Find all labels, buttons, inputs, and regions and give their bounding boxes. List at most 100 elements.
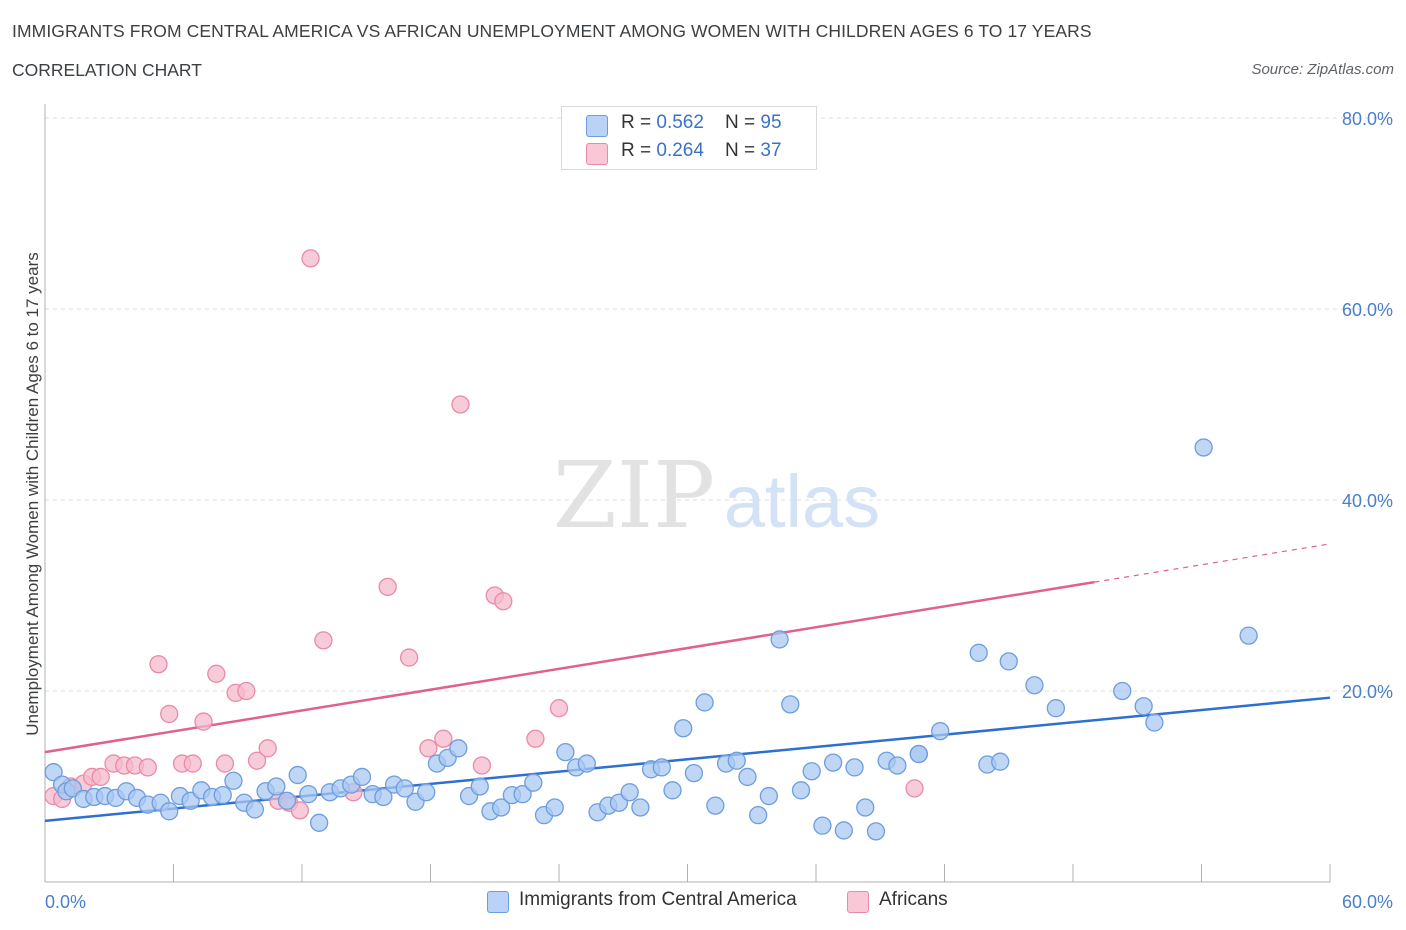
central-america-point (267, 777, 286, 796)
central-america-point (524, 773, 543, 792)
tick-labels: 20.0% 40.0% 60.0% 80.0% 0.0% 60.0% (45, 109, 1393, 912)
chart-subtitle: CORRELATION CHART (12, 60, 202, 80)
central-america-point (620, 783, 639, 802)
africans-point (494, 592, 513, 611)
africans-point (215, 754, 235, 773)
africans-point (91, 767, 110, 787)
chart-title: IMMIGRANTS FROM CENTRAL AMERICA VS AFRIC… (12, 21, 1092, 41)
central-america-point (845, 758, 864, 777)
central-america-point (888, 756, 907, 775)
central-america-point (245, 800, 265, 819)
central-america-point (556, 742, 575, 762)
africans-point (160, 704, 179, 724)
central-america-point (577, 754, 596, 773)
africans-point (247, 751, 267, 770)
x-tick-label-left: 0.0% (45, 892, 86, 912)
watermark-atlas: atlas (724, 460, 880, 543)
legend-stats: R = 0.562 N = 95 (621, 112, 782, 134)
central-america-point (299, 784, 318, 804)
central-america-point (770, 630, 789, 649)
central-america-point (277, 791, 297, 810)
africans-point (207, 664, 226, 683)
blue-swatch (586, 115, 608, 137)
central-america-point (213, 785, 232, 805)
central-america-point (1046, 699, 1066, 718)
africans-point (549, 699, 569, 718)
correlation-legend: R = 0.562 N = 95 R = 0.264 N = 37 (561, 106, 817, 170)
central-america-point (813, 816, 832, 835)
central-america-points (44, 438, 1258, 841)
central-america-point (749, 806, 768, 825)
central-america-point (823, 753, 843, 772)
central-america-point (931, 721, 950, 741)
watermark-zip: ZIP (553, 442, 715, 549)
r-label: R = (621, 112, 657, 133)
central-america-point (1113, 681, 1132, 701)
grid-lines (45, 117, 1392, 692)
central-america-point (727, 751, 746, 770)
africans-point (905, 779, 924, 798)
central-america-point (663, 781, 682, 800)
central-america-point (802, 762, 821, 781)
central-america-point (470, 777, 489, 796)
axes (44, 104, 1331, 883)
africans-trend-line (44, 580, 1095, 754)
central-america-point (44, 763, 63, 782)
central-america-point (1239, 626, 1258, 645)
n-label: N = (725, 140, 761, 161)
central-america-point (759, 786, 779, 806)
africans-point (149, 655, 168, 674)
y-axis-title: Unemployment Among Women with Children A… (23, 252, 42, 736)
n-label: N = (725, 112, 761, 133)
central-america-point (374, 787, 393, 807)
central-america-point (738, 767, 757, 787)
africans-trend-extension (1094, 543, 1331, 583)
central-america-point (856, 798, 875, 817)
legend-stats: R = 0.264 N = 37 (621, 140, 782, 162)
africans-point (138, 758, 157, 777)
x-tick-label-right: 60.0% (1342, 892, 1393, 912)
africans-point (290, 801, 310, 820)
central-america-point (834, 821, 853, 840)
central-america-point (999, 652, 1018, 671)
pink-swatch (586, 143, 608, 165)
africans-point (451, 395, 470, 414)
central-america-point (513, 784, 532, 804)
r-label: R = (621, 140, 657, 161)
central-america-point (417, 783, 436, 802)
central-america-point (352, 767, 372, 787)
r-value: 0.264 (656, 140, 704, 161)
legend-label: Immigrants from Central America (519, 889, 797, 910)
africans-point (378, 577, 397, 597)
central-america-point (674, 719, 693, 738)
central-america-point (1194, 438, 1213, 457)
central-america-trend-line (44, 696, 1331, 823)
y-tick-label: 80.0% (1342, 109, 1393, 129)
central-america-point (991, 752, 1010, 771)
source-credit: Source: ZipAtlas.com (1251, 61, 1394, 78)
central-america-point (866, 822, 886, 841)
africans-point (237, 681, 256, 701)
trend-lines (44, 543, 1331, 823)
central-america-point (781, 695, 800, 714)
n-value: 95 (760, 112, 782, 133)
y-tick-label: 40.0% (1342, 491, 1393, 511)
n-value: 37 (760, 140, 782, 161)
africans-point (434, 729, 453, 748)
r-value: 0.562 (656, 112, 704, 133)
central-america-point (1025, 676, 1044, 695)
legend-label: Africans (879, 889, 948, 910)
central-america-point (1134, 697, 1153, 716)
central-america-point (684, 763, 704, 783)
central-america-point (395, 779, 414, 798)
africans-point (314, 631, 333, 650)
central-america-point (652, 758, 671, 777)
africans-point (183, 754, 202, 773)
central-america-point (631, 798, 650, 817)
central-america-point (545, 798, 564, 817)
central-america-point (492, 798, 511, 817)
central-america-point (706, 796, 725, 815)
africans-point (472, 756, 492, 775)
central-america-point (695, 693, 714, 712)
